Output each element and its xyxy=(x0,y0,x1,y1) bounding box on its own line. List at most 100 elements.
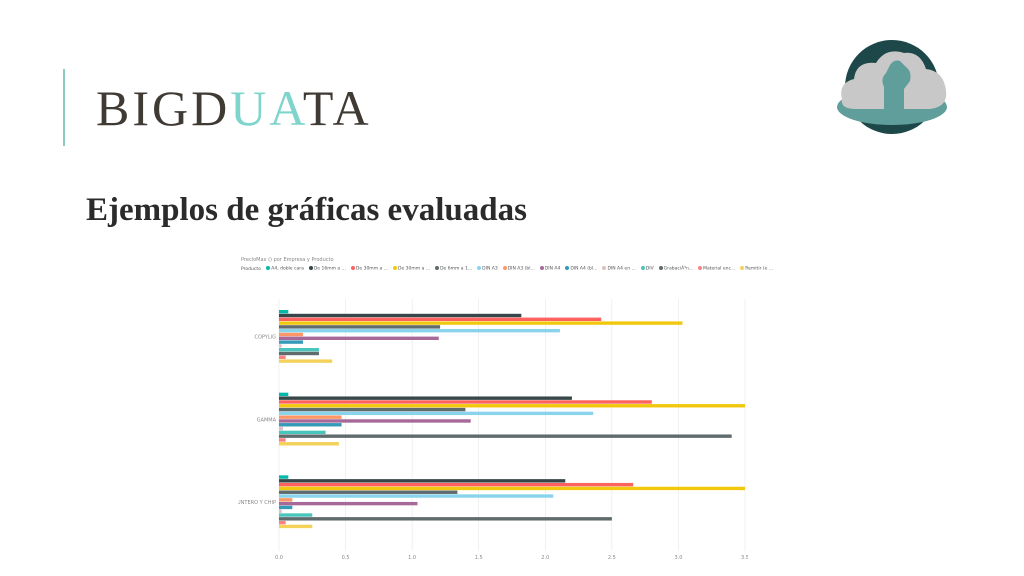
legend-item: De 30mm a ... xyxy=(350,266,388,272)
bar xyxy=(279,430,326,435)
bar xyxy=(279,340,303,344)
legend-item: De 30mm a ... xyxy=(393,266,430,272)
legend-text: DIN A4 en ... xyxy=(607,266,636,272)
legend-swatch xyxy=(602,266,607,270)
x-tick-label: 3.5 xyxy=(741,555,748,560)
legend-item: GrabaciÃ³n... xyxy=(658,266,694,272)
brand-logotype: BIGDUATA xyxy=(96,78,372,138)
legend-text: DIN A4 xyxy=(544,266,561,272)
accent-line xyxy=(63,69,65,146)
bar xyxy=(279,498,293,502)
bar xyxy=(279,348,319,352)
legend-text: De 30mm a ... xyxy=(355,266,388,272)
legend-swatch xyxy=(502,266,507,270)
bar xyxy=(279,411,594,416)
legend-text: A4, doble cara xyxy=(271,266,304,272)
bar xyxy=(279,509,282,513)
bar xyxy=(279,479,566,483)
legend-swatch xyxy=(740,266,745,270)
bar xyxy=(279,407,466,412)
x-tick-label: 0.0 xyxy=(275,555,283,560)
bar xyxy=(279,400,652,404)
category-label: PUNTERO Y CHIP xyxy=(238,500,276,506)
x-tick-label: 2.0 xyxy=(541,555,549,560)
bar xyxy=(279,321,683,325)
bar xyxy=(279,482,634,487)
brand-prefix: BIGD xyxy=(96,80,231,136)
legend-item: DIV xyxy=(640,266,654,272)
chart-plot: 0.0 0.5 1.0 1.5 2.0 2.5 3.0 3.5 COPYLIG GAMMA PUNT… xyxy=(238,299,748,560)
chart-legend: Producto A4, doble cara De 16mm a ... De 3… xyxy=(241,266,773,274)
bar xyxy=(279,426,283,431)
bar xyxy=(279,336,439,340)
x-tick-label: 2.5 xyxy=(608,555,616,560)
legend-item: De 16mm a ... xyxy=(308,266,346,272)
legend-label: Producto xyxy=(241,266,261,272)
bar xyxy=(279,513,313,517)
bar xyxy=(279,524,313,529)
legend-swatch xyxy=(565,266,570,270)
legend-item: De 6mm a 1... xyxy=(435,266,472,272)
chart-title: PrecioMax () por Empresa y Producto xyxy=(241,257,334,263)
slide-subtitle: Ejemplos de gráficas evaluadas xyxy=(86,192,527,228)
legend-swatch xyxy=(266,266,271,270)
bar xyxy=(279,359,333,363)
bar xyxy=(279,332,303,337)
legend-text: DIV xyxy=(645,266,654,272)
legend-text: DIN A3 (bl... xyxy=(507,266,535,272)
cloud-with-raised-fist-icon xyxy=(837,40,947,134)
bar xyxy=(279,329,560,333)
legend-item: DIN A3 xyxy=(477,266,498,272)
bar-chart: PrecioMax () por Empresa y Producto Prod… xyxy=(238,255,773,560)
bar xyxy=(279,355,286,359)
bar xyxy=(279,415,342,419)
legend-text: De 30mm a ... xyxy=(398,266,431,272)
legend-swatch xyxy=(308,266,313,270)
bar xyxy=(279,501,418,506)
legend-text: De 6mm a 1... xyxy=(440,266,473,272)
legend-item: A4, doble cara xyxy=(266,266,304,272)
legend-text: Remitir (e ... xyxy=(745,266,774,272)
x-tick-label: 3.0 xyxy=(674,555,682,560)
bar xyxy=(279,396,572,400)
legend-text: DIN A4 (bl... xyxy=(570,266,598,272)
legend-text: GrabaciÃ³n... xyxy=(663,266,694,272)
bar xyxy=(279,442,339,446)
bar xyxy=(279,494,554,498)
legend-text: Material enc... xyxy=(703,266,736,272)
bar xyxy=(279,434,732,438)
bar xyxy=(279,404,745,408)
legend-swatch xyxy=(698,266,703,270)
brand-suffix: TA xyxy=(302,80,372,136)
legend-swatch xyxy=(658,266,663,270)
bar xyxy=(279,490,458,494)
legend-item: Material enc... xyxy=(698,266,735,272)
bar xyxy=(279,520,286,525)
bar xyxy=(279,392,289,397)
bar xyxy=(279,517,612,521)
x-tick-label: 1.5 xyxy=(475,555,483,560)
bar xyxy=(279,351,319,356)
legend-swatch xyxy=(640,266,645,270)
legend-text: De 16mm a ... xyxy=(313,266,346,272)
bar xyxy=(279,505,293,510)
category-label: COPYLIG xyxy=(254,335,276,341)
legend-item: DIN A3 (bl... xyxy=(502,266,535,272)
legend-swatch xyxy=(477,266,482,270)
bar xyxy=(279,344,282,348)
legend-swatch xyxy=(539,266,544,270)
bar xyxy=(279,317,602,321)
bar xyxy=(279,423,342,427)
bar xyxy=(279,310,289,314)
legend-item: DIN A4 xyxy=(539,266,561,272)
bar xyxy=(279,419,471,423)
category-label: GAMMA xyxy=(257,417,277,423)
x-tick-label: 1.0 xyxy=(408,555,416,560)
x-tick-label: 0.5 xyxy=(342,555,350,560)
bar xyxy=(279,325,441,329)
bar xyxy=(279,486,745,491)
legend-item: DIN A4 (bl... xyxy=(565,266,597,272)
legend-item: DIN A4 en ... xyxy=(602,266,636,272)
legend-item: Remitir (e ... xyxy=(740,266,773,272)
legend-text: DIN A3 xyxy=(482,266,498,272)
